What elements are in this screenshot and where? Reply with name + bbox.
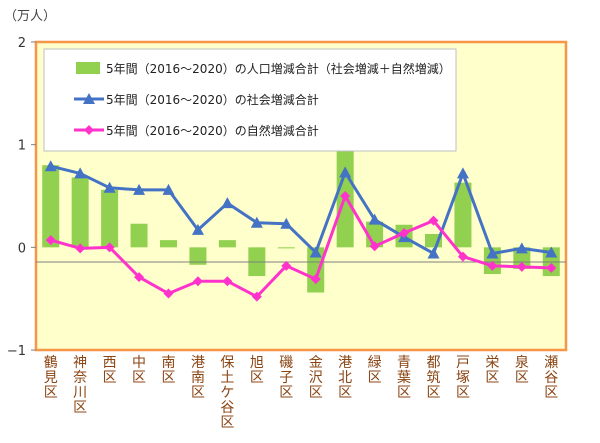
series-1-point-7 bbox=[221, 197, 234, 209]
series-1-point-6 bbox=[191, 223, 204, 235]
series-1-point-11 bbox=[339, 166, 352, 178]
legend: 5年間（2016～2020）の人口増減合計（社会増減＋自然増減） 5年間（2016… bbox=[43, 48, 457, 152]
series-2-point-4 bbox=[134, 272, 145, 283]
x-tick-label: 瀬谷区 bbox=[544, 355, 558, 401]
series-2-point-17 bbox=[516, 261, 527, 272]
series-line-1 bbox=[50, 164, 552, 255]
x-tick-label: 鶴見区 bbox=[44, 354, 58, 401]
x-tick-label: 緑区 bbox=[368, 355, 382, 386]
series-2-point-8 bbox=[251, 291, 262, 302]
series-1-point-9 bbox=[280, 217, 293, 229]
x-tick-label: 戸塚区 bbox=[456, 355, 470, 401]
x-tick-label: 栄区 bbox=[485, 355, 499, 386]
series-1-point-4 bbox=[133, 183, 146, 195]
x-tick-label: 港南区 bbox=[191, 355, 205, 401]
series-line-2 bbox=[50, 194, 552, 299]
series-2-point-3 bbox=[104, 242, 115, 253]
series-1-point-3 bbox=[103, 181, 116, 193]
x-tick-label: 金沢区 bbox=[309, 355, 323, 401]
bar-5 bbox=[160, 240, 177, 248]
y-tick-label: −1 bbox=[7, 344, 26, 359]
x-tick-label: 保土ケ谷区 bbox=[220, 355, 234, 431]
series-1-point-16 bbox=[486, 247, 499, 259]
x-tick-label: 西区 bbox=[103, 355, 117, 386]
x-tick-label: 磯子区 bbox=[279, 355, 293, 401]
y-tick-label: 2 bbox=[18, 36, 26, 51]
y-tick-label: 0 bbox=[18, 241, 26, 256]
legend-marker-3 bbox=[84, 125, 94, 135]
bar-2 bbox=[71, 177, 89, 248]
bar-1 bbox=[42, 165, 60, 248]
x-tick-label: 旭区 bbox=[250, 355, 264, 386]
series-2-point-14 bbox=[428, 215, 439, 226]
unit-label: （万人） bbox=[4, 9, 56, 24]
series-1-point-12 bbox=[368, 213, 381, 225]
series-2-point-10 bbox=[310, 274, 321, 285]
x-tick-label: 神奈川区 bbox=[73, 355, 87, 416]
bar-9 bbox=[277, 247, 295, 249]
series-1-point-5 bbox=[162, 183, 175, 195]
legend-swatch-1 bbox=[76, 62, 100, 74]
series-2-point-1 bbox=[45, 235, 56, 246]
series-2-point-18 bbox=[546, 262, 557, 273]
series-1-point-15 bbox=[456, 167, 469, 179]
series-2-point-6 bbox=[192, 276, 203, 287]
legend-box bbox=[43, 48, 457, 152]
bar-15 bbox=[454, 182, 472, 248]
bar-6 bbox=[189, 247, 207, 265]
series-1-point-14 bbox=[427, 247, 440, 259]
x-tick-label: 港北区 bbox=[338, 355, 352, 401]
legend-label-2: 5年間（2016～2020）の社会増減合計 bbox=[106, 92, 319, 107]
x-tick-label: 泉区 bbox=[515, 354, 529, 386]
bar-11 bbox=[336, 123, 354, 248]
series-2-point-15 bbox=[457, 251, 468, 262]
series-1-point-8 bbox=[250, 216, 263, 228]
series-2-point-7 bbox=[222, 276, 233, 287]
bar-3 bbox=[101, 189, 119, 248]
series-2-point-16 bbox=[487, 260, 498, 271]
series-1-point-18 bbox=[545, 246, 558, 258]
x-tick-label: 南区 bbox=[162, 355, 176, 386]
x-tick-label: 中区 bbox=[132, 355, 146, 386]
legend-label-3: 5年間（2016～2020）の自然増減合計 bbox=[106, 123, 319, 138]
series-2-point-11 bbox=[340, 191, 351, 201]
bar-4 bbox=[130, 223, 148, 248]
series-1-point-1 bbox=[44, 160, 57, 172]
series-1-point-17 bbox=[515, 242, 528, 254]
x-tick-label: 都筑区 bbox=[427, 355, 441, 401]
series-2-point-2 bbox=[75, 243, 86, 254]
legend-label-1: 5年間（2016～2020）の人口増減合計（社会増減＋自然増減） bbox=[106, 61, 451, 76]
legend-marker-2 bbox=[83, 93, 95, 104]
series-2-point-9 bbox=[281, 260, 292, 271]
bar-10 bbox=[307, 247, 325, 293]
series-1-point-2 bbox=[74, 167, 87, 179]
series-2-point-12 bbox=[369, 241, 380, 252]
bar-7 bbox=[218, 240, 236, 248]
y-tick-label: 1 bbox=[18, 139, 26, 154]
series-1-point-10 bbox=[309, 246, 322, 258]
series-2-point-13 bbox=[399, 227, 410, 238]
series-2-point-5 bbox=[163, 288, 174, 299]
x-tick-label: 青葉区 bbox=[397, 355, 411, 401]
